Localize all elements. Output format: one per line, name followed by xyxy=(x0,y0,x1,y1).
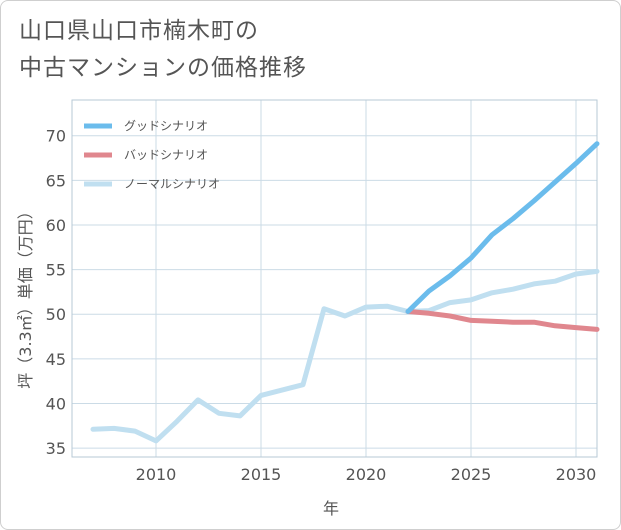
y-tick-label: 55 xyxy=(46,261,66,280)
series-lines xyxy=(90,141,600,444)
y-tick-label: 65 xyxy=(46,171,66,190)
title-line-2: 中古マンションの価格推移 xyxy=(19,55,307,81)
y-tick-label: 70 xyxy=(46,127,66,146)
y-tick-label: 45 xyxy=(46,350,66,369)
grid-lines xyxy=(72,100,597,457)
legend-label-normal: ノーマルシナリオ xyxy=(124,177,220,191)
y-tick-label: 60 xyxy=(46,216,66,235)
x-tick-label: 2020 xyxy=(346,465,387,484)
x-tick-label: 2030 xyxy=(556,465,597,484)
axes: 2010 2015 2020 2025 2030 35 40 45 50 55 60 65 70 xyxy=(46,99,598,484)
y-tick-label: 50 xyxy=(46,305,66,324)
title-line-1: 山口県山口市楠木町の xyxy=(19,18,259,44)
legend-label-good: グッドシナリオ xyxy=(124,119,208,133)
x-axis-label: 年 xyxy=(323,499,339,518)
y-tick-label: 35 xyxy=(46,439,66,458)
x-tick-label: 2010 xyxy=(136,465,177,484)
x-tick-label: 2025 xyxy=(451,465,492,484)
series-line-normal xyxy=(90,268,600,444)
y-axis-label: 坪（3.3㎡）単価（万円） xyxy=(16,203,35,388)
legend-label-bad: バッドシナリオ xyxy=(124,148,208,162)
y-tick-label: 40 xyxy=(46,394,66,413)
series-line-good xyxy=(405,141,600,314)
plot-frame xyxy=(71,99,598,458)
series-line-bad xyxy=(405,309,600,332)
chart-title: 山口県山口市楠木町の 中古マンションの価格推移 xyxy=(19,13,307,87)
x-tick-label: 2015 xyxy=(241,465,282,484)
